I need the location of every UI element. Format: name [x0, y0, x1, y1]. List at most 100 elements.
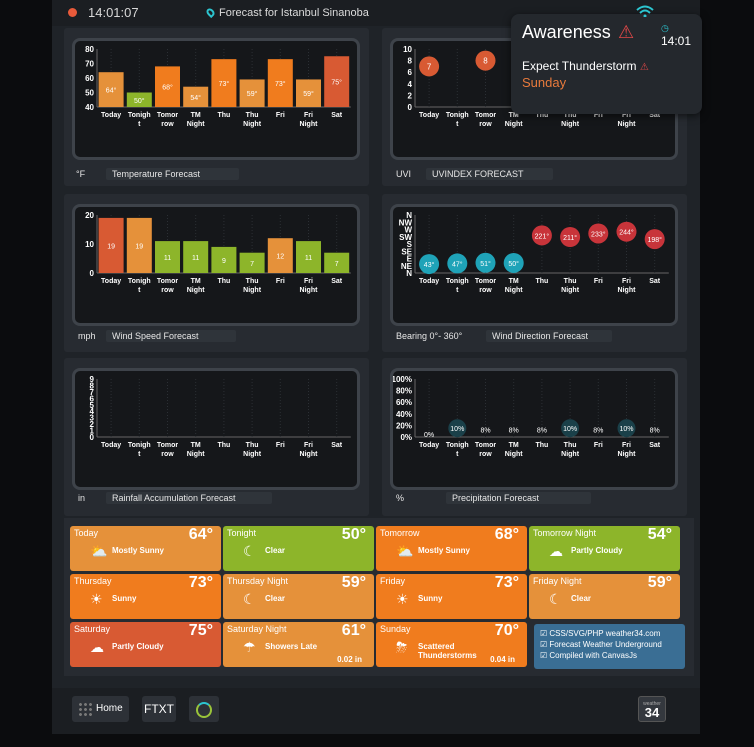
x-tick-label: Night [187, 451, 206, 458]
forecast-rain: 0.02 in [337, 655, 362, 664]
x-tick-label: t [456, 121, 459, 128]
x-tick-label: Today [419, 442, 439, 449]
x-tick-label: TM [509, 442, 519, 449]
location-pin-icon [204, 6, 217, 19]
forecast-card[interactable]: Thursday 73° ☀ Sunny [70, 574, 221, 619]
uvi-point-label: 8 [483, 57, 488, 66]
x-tick-label: Today [419, 278, 439, 285]
forecast-card[interactable]: Saturday 75° ☁ Partly Cloudy [70, 622, 221, 667]
precip-point-label: 8% [480, 427, 490, 434]
direction-point-label: 233° [591, 230, 606, 238]
apps-grid-icon [78, 702, 92, 716]
x-tick-label: Sat [649, 112, 661, 119]
forecast-condition: Sunny [112, 594, 137, 603]
forecast-condition: Mostly Sunny [418, 546, 471, 555]
direction-point-label: 43° [424, 261, 435, 269]
y-tick-label: S [407, 240, 413, 249]
forecast-condition: Clear [265, 546, 286, 555]
y-tick-label: NE [401, 262, 413, 271]
precip-point-label: 8% [593, 427, 603, 434]
bar-value-label: 59° [303, 90, 314, 98]
direction-point [588, 223, 609, 244]
forecast-card[interactable]: Sunday 70° ⛈ Scattered Thunderstorms 0.04 in [376, 622, 527, 667]
x-tick-label: Sat [331, 112, 343, 119]
y-tick-label: 3 [90, 414, 95, 423]
x-tick-label: Sat [649, 442, 661, 449]
x-tick-label: Today [101, 278, 121, 285]
bar-value-label: 12 [276, 254, 284, 261]
uvi-unit: UVI [396, 169, 412, 179]
x-tick-label: Fri [304, 112, 313, 119]
bar-value-label: 7 [250, 261, 254, 268]
credits-box: ☑ CSS/SVG/PHP weather34.com ☑ Forecast W… [534, 624, 685, 669]
forecast-card[interactable]: Tomorrow Night 54° ☁ Partly Cloudy [529, 526, 680, 571]
x-tick-label: Night [243, 287, 262, 294]
forecast-card[interactable]: Saturday Night 61° ☂ Showers Late 0.02 in [223, 622, 374, 667]
partly-sunny-icon: ⛅ [396, 543, 414, 559]
wifi-icon [636, 5, 654, 17]
forecast-card[interactable]: Friday Night 59° ☾ Clear [529, 574, 680, 619]
forecast-card[interactable]: Today 64° ⛅ Mostly Sunny [70, 526, 221, 571]
y-tick-label: 0% [400, 433, 412, 442]
y-tick-label: NW [399, 218, 413, 227]
x-tick-label: Thu [535, 278, 548, 285]
wind-unit: mph [78, 331, 96, 341]
bar-5 [239, 79, 265, 107]
forecast-card[interactable]: Tonight 50° ☾ Clear [223, 526, 374, 571]
x-tick-label: t [138, 121, 141, 128]
bar-0 [98, 217, 124, 273]
home-button[interactable]: Home [72, 696, 129, 722]
direction-point-label: 50° [508, 260, 519, 268]
bar-value-label: 7 [335, 261, 339, 268]
x-tick-label: Thu [535, 112, 548, 119]
forecast-condition: Partly Cloudy [571, 546, 623, 555]
forecast-temp: 64° [188, 526, 213, 543]
direction-chart-box: N NW W SW S SE E NE N 43° 47° 51° 50° 221° 211° 233° 244… [390, 204, 678, 326]
direction-point-label: 221° [535, 232, 550, 240]
x-tick-label: t [138, 451, 141, 458]
bar-value-label: 59° [247, 90, 258, 98]
precip-point-label: 8% [537, 427, 547, 434]
forecast-temp: 59° [647, 574, 672, 591]
direction-point [419, 254, 440, 275]
y-tick-label: SE [401, 247, 412, 256]
y-tick-label: E [407, 255, 413, 264]
forecast-card[interactable]: Tomorrow 68° ⛅ Mostly Sunny [376, 526, 527, 571]
bar-4 [211, 59, 237, 107]
precip-chart-box: 100% 80% 60% 40% 20% 0% 0% 10% 8% 8% 8% 10% 8% 10% 8% T… [390, 368, 678, 490]
precip-point-label: 10% [619, 426, 633, 433]
small-warning-icon: ⚠ [639, 62, 649, 73]
awareness-popup[interactable]: Awareness ⚠ ◷ 14:01 Expect Thunderstorm … [511, 14, 702, 114]
x-tick-label: TM [191, 112, 201, 119]
x-tick-label: Night [505, 451, 524, 458]
y-tick-label: 7 [90, 388, 95, 397]
forecast-day-name: Tonight [227, 528, 257, 538]
forecast-card[interactable]: Thursday Night 59° ☾ Clear [223, 574, 374, 619]
bar-value-label: 73° [219, 80, 230, 88]
x-tick-label: Night [187, 287, 206, 294]
bar-3 [183, 241, 209, 273]
y-tick-label: 10 [85, 240, 94, 249]
bar-value-label: 19 [135, 243, 143, 250]
weather34-logo[interactable]: weather 34 [638, 696, 666, 722]
forecast-day-name: Today [74, 528, 99, 538]
direction-unit: Bearing 0°- 360° [396, 331, 463, 341]
bar-value-label: 73° [275, 80, 286, 88]
y-tick-label: 40 [85, 103, 94, 112]
wind-chart-box: 20 10 0 19 19 11 11 9 7 12 11 7 Today Tonigh t Tomor row… [72, 204, 360, 326]
precip-title: Precipitation Forecast [446, 492, 591, 504]
y-tick-label: 9 [90, 375, 95, 384]
direction-point-label: 47° [452, 260, 463, 268]
forecast-card[interactable]: Friday 73° ☀ Sunny [376, 574, 527, 619]
bar-value-label: 75° [331, 79, 342, 87]
forecast-day-name: Friday Night [533, 576, 582, 586]
direction-title: Wind Direction Forecast [486, 330, 612, 342]
bar-3 [183, 86, 209, 107]
storm-cloud-icon: ⛈ [396, 639, 408, 655]
y-tick-label: 0 [90, 433, 95, 442]
x-tick-label: Fri [622, 278, 631, 285]
x-tick-label: Tonigh [446, 112, 469, 119]
x-tick-label: Thu [564, 442, 577, 449]
refresh-button[interactable] [189, 696, 219, 722]
ftxt-button[interactable]: FTXT [142, 696, 176, 722]
